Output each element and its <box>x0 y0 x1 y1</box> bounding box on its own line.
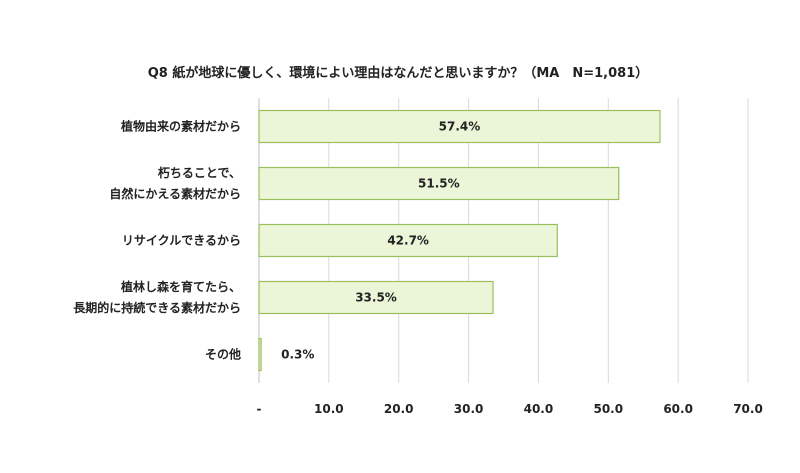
x-tick-label: 40.0 <box>524 402 554 416</box>
data-label: 51.5% <box>418 177 460 191</box>
data-label: 42.7% <box>387 234 429 248</box>
bar <box>258 223 558 258</box>
x-tick-label: - <box>257 402 262 416</box>
x-tick-label: 10.0 <box>314 402 344 416</box>
x-tick-label: 60.0 <box>663 402 693 416</box>
bars: 57.4% 51.5% 42.7% 33.5% 0.3% <box>258 109 661 372</box>
category-labels: 植物由来の素材だから朽ちることで、自然にかえる素材だからリサイクルできるから植林… <box>73 119 241 362</box>
category-label: 自然にかえる素材だから <box>109 186 241 201</box>
category-label: 植物由来の素材だから <box>120 119 241 134</box>
category-label: 植林し森を育てたら、 <box>120 279 241 294</box>
bar <box>258 166 620 201</box>
x-axis-ticks: - 10.0 20.0 30.0 40.0 50.0 60.0 70.0 <box>257 402 763 416</box>
data-label: 0.3% <box>281 348 314 362</box>
bar <box>258 337 262 372</box>
x-tick-label: 20.0 <box>384 402 414 416</box>
x-tick-label: 50.0 <box>593 402 623 416</box>
x-tick-label: 70.0 <box>733 402 763 416</box>
data-label: 57.4% <box>439 120 481 134</box>
bar <box>258 280 494 315</box>
x-tick-label: 30.0 <box>454 402 484 416</box>
category-label: 朽ちることで、 <box>158 165 241 180</box>
category-label: リサイクルできるから <box>122 234 241 248</box>
chart-title: Q8 紙が地球に優しく、環境によい理由はなんだと思いますか？（MA N=1,08… <box>148 65 649 81</box>
bar <box>258 109 661 144</box>
category-label: 長期的に持続できる素材だから <box>73 300 241 315</box>
category-label: その他 <box>205 347 241 362</box>
data-label: 33.5% <box>355 291 397 305</box>
